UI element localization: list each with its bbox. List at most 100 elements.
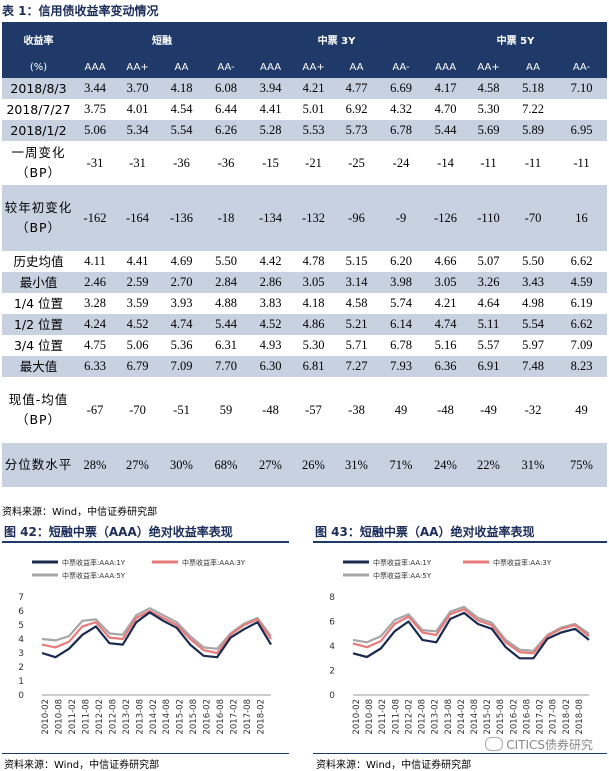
table-cell: 4.78 xyxy=(292,251,335,272)
y-tick-label: 0 xyxy=(329,691,335,701)
table-cell: 7.48 xyxy=(510,356,556,377)
table-cell: -25 xyxy=(335,141,378,185)
x-tick-label: 2015-08 xyxy=(189,699,199,735)
y-tick-label: 2 xyxy=(329,667,335,677)
table-cell: 4.17 xyxy=(424,78,467,99)
table-row: 最大值 6.33 6.79 7.09 7.70 6.30 6.81 7.27 7.93 6.36 6… xyxy=(2,356,607,377)
table-cell: 6.81 xyxy=(292,356,335,377)
x-tick-label: 2011-08 xyxy=(391,699,401,735)
table-row: 现值-均值（BP） -67 -70 -51 59 -48 -57 -38 49 -48 -49 -32… xyxy=(2,377,607,443)
rating-header: AAA xyxy=(249,56,292,78)
figure-43-source: 资料来源：Wind，中信证券研究部 xyxy=(316,760,472,771)
legend-label: 中票收益率:AA:1Y xyxy=(373,558,432,567)
table-row: 较年初变化（BP） -162 -164 -136 -18 -134 -132 -96 -9 -12… xyxy=(2,185,607,251)
table-cell: 6.78 xyxy=(378,335,424,356)
yield-table: 收益率 短融 中票 3Y 中票 5Y (%) AAA AA+ AA AA- AA… xyxy=(2,22,607,487)
rating-header: AAA xyxy=(424,56,467,78)
table-cell: 7.22 xyxy=(510,99,556,120)
table-row: 一周变化（BP） -31 -31 -36 -36 -15 -21 -25 -24 -14 -11 -1… xyxy=(2,141,607,185)
table-cell: 6.95 xyxy=(556,120,607,141)
table-cell: -36 xyxy=(160,141,203,185)
series-line-3y xyxy=(41,609,272,655)
table-cell: 4.88 xyxy=(203,293,249,314)
figure-42-source: 资料来源：Wind，中信证券研究部 xyxy=(4,760,160,771)
table-cell: 4.21 xyxy=(292,78,335,99)
table-cell: 71% xyxy=(378,443,424,487)
table-cell: 4.74 xyxy=(160,314,203,335)
table-cell: 5.57 xyxy=(467,335,510,356)
table-cell: -36 xyxy=(203,141,249,185)
table-row: 3/4 位置 4.75 5.06 5.36 6.31 4.93 5.30 5.71 6.78 5.… xyxy=(2,335,607,356)
x-tick-label: 2011-02 xyxy=(378,699,388,735)
table-cell: 7.10 xyxy=(556,78,607,99)
table-cell: -38 xyxy=(335,377,378,443)
legend-label: 中票收益率:AAA:5Y xyxy=(62,571,126,580)
table-cell: -31 xyxy=(75,141,115,185)
table-cell: -48 xyxy=(424,377,467,443)
series-line-1y xyxy=(41,611,272,659)
x-tick-label: 2015-02 xyxy=(483,699,493,735)
figure-43-rule xyxy=(313,541,607,543)
table-cell: 6.79 xyxy=(115,356,160,377)
figure-42-rule xyxy=(2,541,289,543)
table-cell: 7.09 xyxy=(160,356,203,377)
table-cell: 5.36 xyxy=(160,335,203,356)
row-label: 一周变化（BP） xyxy=(2,141,75,185)
x-tick-label: 2016-08 xyxy=(216,699,226,735)
table-row: 分位数水平 28% 27% 30% 68% 27% 26% 31% 71% 24% 22% 31% 75… xyxy=(2,443,607,487)
table-cell: -132 xyxy=(292,185,335,251)
y-tick-label: 0 xyxy=(18,691,24,701)
table-cell xyxy=(556,99,607,120)
table-cell: 59 xyxy=(203,377,249,443)
table-cell: -134 xyxy=(249,185,292,251)
table-row: 2018/1/2 5.06 5.34 5.54 6.26 5.28 5.53 5.73 6.78… xyxy=(2,120,607,141)
x-tick-label: 2013-02 xyxy=(431,699,441,735)
table-cell: -18 xyxy=(203,185,249,251)
row-label: 分位数水平 xyxy=(2,443,75,487)
table-cell: -96 xyxy=(335,185,378,251)
x-tick-label: 2015-02 xyxy=(176,699,186,735)
table-cell: 3.26 xyxy=(467,272,510,293)
table-cell: 3.98 xyxy=(378,272,424,293)
table-cell: 7.70 xyxy=(203,356,249,377)
table-cell: 16 xyxy=(556,185,607,251)
table-cell: 6.62 xyxy=(556,314,607,335)
y-tick-label: 6 xyxy=(18,607,24,617)
wechat-icon xyxy=(485,737,504,751)
x-tick-label: 2017-02 xyxy=(536,699,546,735)
table-row: 历史均值 4.11 4.41 4.69 5.50 4.42 4.78 5.15 6.20 4.66… xyxy=(2,251,607,272)
x-tick-label: 2013-08 xyxy=(444,699,454,735)
table-cell: 3.83 xyxy=(249,293,292,314)
table-cell: -11 xyxy=(510,141,556,185)
table-cell: 6.36 xyxy=(424,356,467,377)
table-cell: -70 xyxy=(115,377,160,443)
table-cell: -67 xyxy=(75,377,115,443)
series-line-5y xyxy=(41,607,272,650)
x-tick-label: 2010-02 xyxy=(352,699,362,735)
table-cell: 5.11 xyxy=(467,314,510,335)
x-tick-label: 2012-02 xyxy=(404,699,414,735)
table-cell: 3.70 xyxy=(115,78,160,99)
table-cell: 31% xyxy=(510,443,556,487)
table-source: 资料来源：Wind，中信证券研究部 xyxy=(2,507,158,518)
table-cell: 6.08 xyxy=(203,78,249,99)
legend-label: 中票收益率:AA:5Y xyxy=(373,571,432,580)
table-cell: 49 xyxy=(556,377,607,443)
table-cell: 6.69 xyxy=(378,78,424,99)
x-tick-label: 2010-02 xyxy=(41,699,51,735)
y-tick-label: 4 xyxy=(18,635,24,645)
table-cell: 27% xyxy=(249,443,292,487)
table-cell: 4.93 xyxy=(249,335,292,356)
table-cell: 5.06 xyxy=(115,335,160,356)
table-cell: -21 xyxy=(292,141,335,185)
table-cell: 5.34 xyxy=(115,120,160,141)
x-tick-label: 2016-02 xyxy=(203,699,213,735)
rating-header: AA xyxy=(335,56,378,78)
x-tick-label: 2018-02 xyxy=(562,699,572,735)
x-tick-label: 2013-08 xyxy=(135,699,145,735)
table-cell: -164 xyxy=(115,185,160,251)
table-cell: -48 xyxy=(249,377,292,443)
table-cell: 6.14 xyxy=(378,314,424,335)
table-cell: 5.89 xyxy=(510,120,556,141)
table-cell: 4.70 xyxy=(424,99,467,120)
